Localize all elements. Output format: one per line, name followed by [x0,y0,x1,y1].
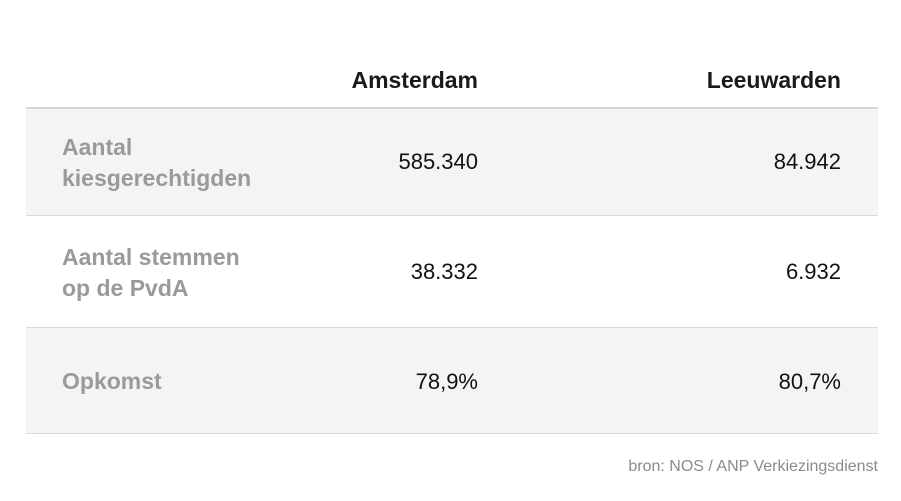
cell-leeuwarden-opkomst: 80,7% [778,369,841,394]
comparison-table: Amsterdam Leeuwarden Aantal kiesgerechti… [26,52,878,434]
cell-leeuwarden-kiesgerechtigden: 84.942 [773,149,841,174]
row-label-kiesgerechtigden: Aantal kiesgerechtigden [62,132,292,194]
cell-amsterdam-opkomst: 78,9% [415,369,478,394]
row-label-opkomst: Opkomst [62,366,292,397]
table-row-stemmen-pvda: Aantal stemmen op de PvdA 38.332 6.932 [26,216,878,328]
column-header-leeuwarden: Leeuwarden [706,67,841,93]
cell-leeuwarden-stemmen-pvda: 6.932 [785,259,841,284]
row-label-line: op de PvdA [62,275,189,301]
row-label-line: kiesgerechtigden [62,165,252,191]
cell-amsterdam-kiesgerechtigden: 585.340 [398,149,478,174]
row-label-line: Aantal [62,134,133,160]
row-label-line: Aantal stemmen [62,244,240,270]
table-header-row: Amsterdam Leeuwarden [26,52,878,109]
row-label-stemmen-pvda: Aantal stemmen op de PvdA [62,242,292,304]
source-note: bron: NOS / ANP Verkiezingsdienst [628,458,878,475]
table-row-kiesgerechtigden: Aantal kiesgerechtigden 585.340 84.942 [26,109,878,216]
row-label-line: Opkomst [62,368,162,394]
cell-amsterdam-stemmen-pvda: 38.332 [410,259,478,284]
table-row-opkomst: Opkomst 78,9% 80,7% [26,328,878,434]
column-header-amsterdam: Amsterdam [351,67,478,93]
